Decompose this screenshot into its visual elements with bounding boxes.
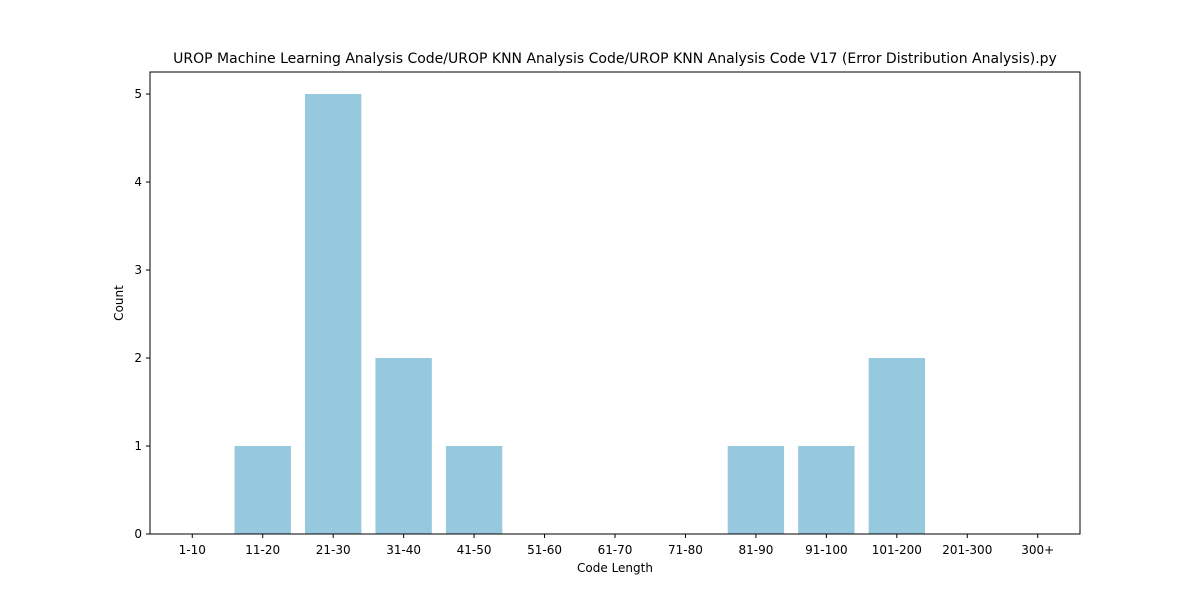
x-tick-label: 101-200 <box>872 543 922 557</box>
bar-91-100 <box>798 446 855 534</box>
bars-group <box>234 94 925 534</box>
bar-101-200 <box>868 358 925 534</box>
x-axis-ticks: 1-10 11-20 21-30 31-40 41-50 51-60 61-70 71-80 8… <box>179 534 1054 557</box>
x-tick-label: 201-300 <box>942 543 992 557</box>
x-tick-label: 31-40 <box>386 543 421 557</box>
y-tick-label: 4 <box>134 175 142 189</box>
x-tick-label: 21-30 <box>316 543 351 557</box>
x-tick-label: 51-60 <box>527 543 562 557</box>
y-axis-ticks: 0 1 2 3 4 5 <box>134 87 150 541</box>
y-tick-label: 1 <box>134 439 142 453</box>
bar-31-40 <box>375 358 432 534</box>
bar-81-90 <box>727 446 785 534</box>
y-tick-label: 0 <box>134 527 142 541</box>
x-axis-label: Code Length <box>577 561 653 575</box>
y-tick-label: 2 <box>134 351 142 365</box>
bar-11-20 <box>234 446 291 534</box>
x-tick-label: 61-70 <box>598 543 633 557</box>
bar-21-30 <box>305 94 362 534</box>
x-tick-label: 91-100 <box>805 543 848 557</box>
y-tick-label: 3 <box>134 263 142 277</box>
x-tick-label: 81-90 <box>738 543 773 557</box>
x-tick-label: 300+ <box>1021 543 1054 557</box>
plot-frame <box>149 71 1081 535</box>
bar-41-50 <box>445 446 503 534</box>
x-tick-label: 11-20 <box>245 543 280 557</box>
x-tick-label: 71-80 <box>668 543 703 557</box>
y-tick-label: 5 <box>134 87 142 101</box>
y-axis-label: Count <box>112 285 126 321</box>
chart-title: UROP Machine Learning Analysis Code/UROP… <box>173 51 1057 67</box>
x-tick-label: 1-10 <box>179 543 206 557</box>
x-tick-label: 41-50 <box>457 543 492 557</box>
